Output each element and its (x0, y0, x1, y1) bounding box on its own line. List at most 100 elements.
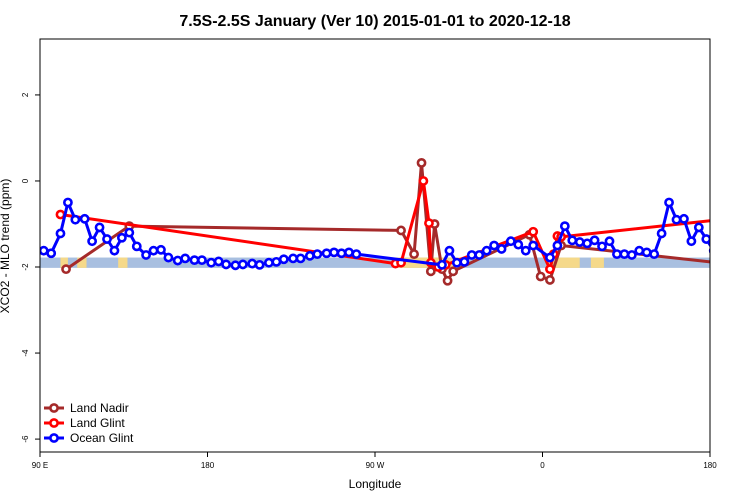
y-axis-label: XCO2 - MLO trend (ppm) (0, 179, 12, 314)
x-tick-label: 180 (703, 461, 717, 470)
data-point (552, 240, 563, 251)
data-point (55, 228, 66, 239)
data-point (102, 234, 112, 244)
data-point (634, 245, 645, 256)
legend-item: Land Glint (44, 416, 125, 430)
data-point (221, 259, 232, 270)
data-point (489, 240, 500, 251)
x-tick-label: 0 (540, 461, 545, 470)
data-point (87, 236, 98, 247)
legend-label: Land Nadir (70, 401, 129, 415)
data-point (582, 238, 593, 249)
data-point (189, 255, 200, 266)
data-point (344, 247, 354, 258)
series-layer (40, 157, 739, 286)
legend-marker (49, 433, 59, 443)
y-tick-label: -4 (21, 349, 30, 357)
data-point (481, 245, 492, 256)
data-point (230, 260, 241, 271)
data-point (172, 255, 183, 266)
data-point (79, 213, 90, 224)
land-segment (118, 257, 128, 268)
data-point (46, 248, 57, 259)
chart-title: 7.5S-2.5S January (Ver 10) 2015-01-01 to… (179, 13, 570, 30)
data-point (295, 253, 306, 264)
data-point (237, 259, 248, 270)
data-point (649, 249, 660, 260)
data-point (70, 214, 81, 225)
data-point (545, 264, 555, 275)
data-point (247, 258, 258, 269)
data-point (505, 236, 516, 247)
data-point (304, 250, 315, 261)
data-point (693, 222, 704, 233)
data-point (156, 244, 166, 255)
data-point (197, 255, 207, 266)
data-point (351, 249, 362, 260)
land-segment (77, 257, 87, 268)
data-point (589, 235, 600, 246)
data-point (40, 245, 49, 256)
data-point (466, 250, 477, 260)
data-point (271, 256, 282, 267)
data-point (312, 249, 323, 260)
data-point (619, 249, 630, 260)
legend-label: Land Glint (70, 416, 125, 430)
data-point (409, 249, 419, 260)
y-tick-label: -2 (21, 263, 30, 271)
data-point (528, 240, 539, 251)
data-point (574, 237, 585, 247)
data-point (418, 176, 429, 186)
data-point (329, 247, 339, 258)
data-point (545, 252, 555, 263)
data-point (442, 275, 453, 286)
land-segment (590, 257, 604, 268)
data-point (444, 245, 455, 256)
data-point (604, 236, 615, 247)
legend-label: Ocean Glint (70, 431, 134, 445)
data-point (63, 197, 73, 208)
data-point (459, 256, 470, 267)
data-point (528, 226, 539, 237)
data-point (451, 257, 462, 268)
data-point (732, 243, 739, 250)
y-tick-label: 2 (21, 92, 30, 97)
data-point (448, 266, 459, 277)
data-point (656, 228, 667, 239)
data-point (396, 225, 406, 236)
data-point (626, 250, 637, 260)
data-point (686, 236, 697, 247)
y-tick-label: -6 (21, 435, 30, 443)
data-point (61, 264, 71, 275)
data-point (701, 234, 710, 244)
data-point (520, 245, 531, 256)
data-point (109, 245, 120, 256)
data-point (213, 256, 224, 267)
data-point (416, 157, 427, 168)
data-point (163, 252, 174, 263)
x-tick-label: 180 (201, 461, 215, 470)
data-point (264, 257, 274, 268)
land-segment (729, 258, 736, 268)
data-point (725, 229, 732, 236)
data-point (559, 221, 570, 232)
x-tick-label: 90 W (366, 461, 385, 470)
data-point (612, 249, 622, 260)
data-point (321, 248, 332, 259)
data-point (567, 235, 578, 246)
data-point (496, 244, 507, 254)
data-point (254, 259, 265, 270)
data-point (671, 214, 682, 225)
data-point (116, 232, 127, 243)
data-point (664, 197, 674, 208)
legend-item: Land Nadir (44, 401, 129, 415)
data-point (278, 254, 289, 265)
data-point (131, 241, 142, 252)
data-point (148, 245, 159, 256)
data-point (206, 257, 217, 268)
x-axis-label: Longitude (349, 477, 402, 491)
x-axis: 90 E 180 90 W 0 180 (32, 452, 717, 470)
series-ocean-glint (40, 197, 739, 271)
